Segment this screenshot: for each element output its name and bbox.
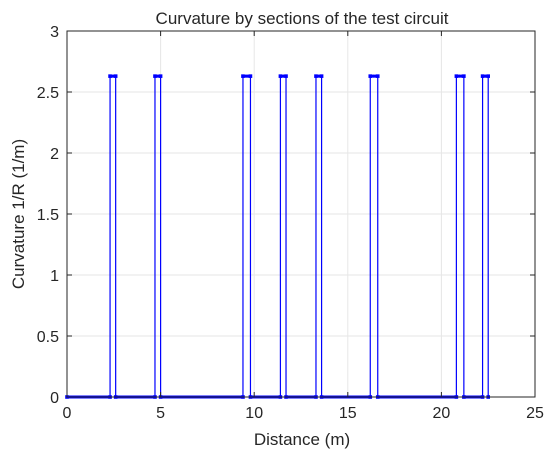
plot-area bbox=[65, 74, 490, 399]
data-point bbox=[316, 74, 320, 78]
data-point bbox=[486, 74, 490, 78]
x-tick-label: 25 bbox=[526, 405, 544, 422]
y-axis-label: Curvature 1/R (1/m) bbox=[9, 139, 28, 289]
data-point bbox=[460, 74, 464, 78]
data-point bbox=[314, 74, 318, 78]
chart-title: Curvature by sections of the test circui… bbox=[156, 9, 449, 28]
x-axis-label: Distance (m) bbox=[254, 430, 350, 449]
data-point bbox=[370, 74, 374, 78]
data-point bbox=[280, 74, 284, 78]
y-tick-label: 0.5 bbox=[37, 329, 59, 346]
data-point bbox=[243, 74, 247, 78]
x-tick-label: 10 bbox=[245, 405, 263, 422]
y-tick-label: 1.5 bbox=[37, 207, 59, 224]
data-point bbox=[278, 74, 283, 78]
data-point bbox=[282, 74, 286, 78]
data-point bbox=[108, 74, 112, 78]
data-point bbox=[483, 74, 487, 78]
y-tick-label: 3 bbox=[50, 24, 59, 41]
data-point bbox=[319, 74, 324, 78]
data-point bbox=[157, 74, 161, 78]
curvature-series-line bbox=[67, 75, 489, 398]
data-point bbox=[368, 74, 373, 78]
x-tick-label: 5 bbox=[156, 405, 165, 422]
data-point bbox=[372, 74, 376, 78]
x-tick-label: 20 bbox=[433, 405, 451, 422]
data-point bbox=[241, 74, 245, 78]
data-point bbox=[458, 74, 462, 78]
data-point bbox=[112, 74, 116, 78]
y-tick-label: 1 bbox=[50, 268, 59, 285]
x-tick-label: 0 bbox=[63, 405, 72, 422]
tick-labels: 0 5 10 15 20 25 0 0.5 1 1.5 2 2.5 3 bbox=[37, 24, 544, 422]
data-point bbox=[284, 74, 288, 78]
data-point bbox=[245, 74, 249, 78]
data-point bbox=[113, 74, 118, 78]
x-tick-label: 15 bbox=[339, 405, 357, 422]
data-point bbox=[155, 74, 159, 78]
data-point bbox=[247, 74, 251, 78]
data-point bbox=[374, 74, 378, 78]
data-point bbox=[485, 74, 489, 78]
axes bbox=[66, 30, 536, 398]
data-point bbox=[456, 74, 460, 78]
data-point bbox=[454, 74, 459, 78]
y-tick-label: 0 bbox=[50, 390, 59, 407]
grid bbox=[66, 30, 536, 398]
data-point bbox=[110, 74, 114, 78]
data-point bbox=[153, 74, 157, 78]
data-point bbox=[480, 74, 485, 78]
data-point bbox=[318, 74, 322, 78]
data-point bbox=[158, 74, 163, 78]
y-tick-label: 2.5 bbox=[37, 85, 59, 102]
y-tick-label: 2 bbox=[50, 146, 59, 163]
